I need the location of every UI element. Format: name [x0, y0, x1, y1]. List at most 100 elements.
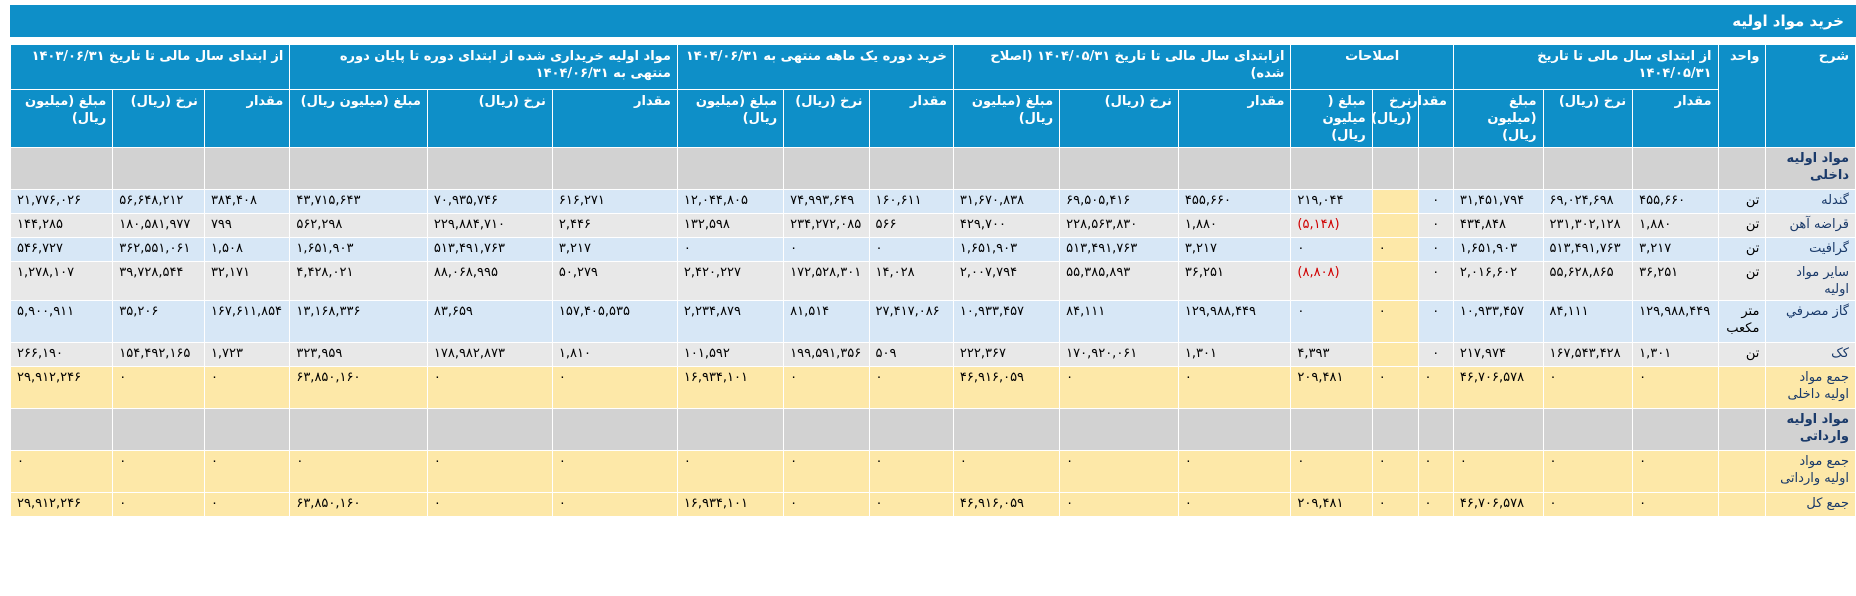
cell: [868, 147, 954, 190]
cell: ۰: [783, 366, 870, 409]
cell: ۱۷۲,۵۲۸,۳۰۱: [783, 261, 870, 301]
cell: ۲۱۹,۰۴۴: [1290, 189, 1373, 214]
cell: ۰: [1059, 450, 1179, 493]
cell: ۰: [551, 366, 678, 409]
cell: [112, 147, 205, 190]
cell: ۰: [112, 366, 205, 409]
cell: ۱۴,۰۲۸: [868, 261, 954, 301]
cell: ۲۱,۷۷۶,۰۲۶: [9, 189, 114, 214]
row-label: گندله: [1765, 189, 1856, 214]
cell: ۵۴۶,۷۲۷: [9, 237, 114, 262]
panel-title: خرید مواد اولیه: [10, 5, 1856, 37]
raw-materials-table: شرح واحد از ابتدای سال مالی تا تاریخ ۱۴۰…: [9, 44, 1856, 517]
row-label: مواد اولیه وارداتی: [1765, 408, 1856, 451]
cell: ۱,۳۰۱: [1177, 342, 1292, 367]
cell: [1417, 408, 1454, 451]
table-row: مواد اولیه داخلی: [9, 147, 1856, 190]
cell: [112, 408, 205, 451]
cell: ۱,۸۱۰: [551, 342, 678, 367]
cell: [551, 408, 678, 451]
cell: ۰: [1177, 366, 1292, 409]
cell: ۴۶,۷۰۶,۵۷۸: [1452, 366, 1544, 409]
cell: ۲۲۹,۸۸۴,۷۱۰: [426, 213, 553, 238]
cell: ۱۰۱,۵۹۲: [676, 342, 785, 367]
cell: ۱۲۹,۹۸۸,۴۴۹: [1177, 300, 1292, 343]
sub-header-g5-3: مبلغ (میلیون ریال): [289, 89, 428, 148]
sub-header-g6-2: نرخ (ریال): [112, 89, 205, 148]
cell: [1371, 147, 1419, 190]
cell: ۵۶,۶۴۸,۲۱۲: [112, 189, 205, 214]
cell: ۳۱,۴۵۱,۷۹۴: [1452, 189, 1544, 214]
cell: ۱۷۰,۹۲۰,۰۶۱: [1059, 342, 1179, 367]
sub-header-g1-2: نرخ (ریال): [1542, 89, 1634, 148]
cell: ۳۶,۲۵۱: [1177, 261, 1292, 301]
table-row: گاز مصرفي متر مکعب ۱۲۹,۹۸۸,۴۴۹ ۸۴,۱۱۱ ۱۰,۹۳۳…: [9, 300, 1856, 343]
cell: ۳۲۳,۹۵۹: [289, 342, 428, 367]
cell: ۴,۳۹۳: [1290, 342, 1373, 367]
cell: ۲۶۶,۱۹۰: [9, 342, 114, 367]
cell: ۳۸۴,۴۰۸: [203, 189, 291, 214]
table-row: گرافیت تن ۳,۲۱۷ ۵۱۳,۴۹۱,۷۶۳ ۱,۶۵۱,۹۰۳ ۰ ۰ ۰ ۳,۲۱…: [9, 237, 1856, 262]
cell: [783, 147, 870, 190]
cell: [1371, 261, 1419, 301]
cell: ۵۶۶: [868, 213, 954, 238]
row-unit: تن: [1717, 342, 1767, 367]
cell: ۰: [1417, 366, 1454, 409]
cell: ۰: [952, 450, 1061, 493]
sub-header-g5-2: نرخ (ریال): [426, 89, 553, 148]
cell: [952, 147, 1061, 190]
sub-header-g4-3: مبلغ (میلیون ریال): [676, 89, 785, 148]
cell: ۱,۶۵۱,۹۰۳: [952, 237, 1061, 262]
cell: [9, 408, 114, 451]
cell: ۰: [1542, 450, 1634, 493]
row-label: مواد اولیه داخلی: [1765, 147, 1856, 190]
cell: ۰: [676, 450, 785, 493]
cell: ۱۷۸,۹۸۲,۸۷۳: [426, 342, 553, 367]
cell: ۰: [203, 366, 291, 409]
cell: ۰: [868, 450, 954, 493]
sub-header-row: مقدار نرخ (ریال) مبلغ (میلیون ریال) مقدار نر…: [9, 89, 1856, 148]
cell: ۰: [1542, 366, 1634, 409]
cell: ۵۱۳,۴۹۱,۷۶۳: [426, 237, 553, 262]
row-label: سایر مواد اولیه: [1765, 261, 1856, 301]
row-unit: تن: [1717, 189, 1767, 214]
cell: ۰: [868, 366, 954, 409]
cell: [1452, 408, 1544, 451]
sub-header-g2-1: مقدار: [1410, 89, 1454, 148]
cell: ۴۵۵,۶۶۰: [1632, 189, 1719, 214]
cell: ۰: [426, 366, 553, 409]
cell: ۳۱,۶۷۰,۸۳۸: [952, 189, 1061, 214]
row-unit: [1717, 147, 1767, 190]
sub-header-g3-3: مبلغ (میلیون ریال): [952, 89, 1061, 148]
sub-header-g1-3: مبلغ (میلیون ریال): [1452, 89, 1544, 148]
cell: [1290, 408, 1373, 451]
sub-header-g6-3: مبلغ (میلیون ریال): [9, 89, 114, 148]
cell: [551, 147, 678, 190]
row-label: گاز مصرفي: [1765, 300, 1856, 343]
row-unit: [1717, 408, 1767, 451]
cell: ۲۲۸,۵۶۳,۸۳۰: [1059, 213, 1179, 238]
cell: ۰: [1177, 492, 1292, 517]
cell: ۵۱۳,۴۹۱,۷۶۳: [1059, 237, 1179, 262]
cell: ۱۶۷,۵۴۳,۴۲۸: [1542, 342, 1634, 367]
cell: ۳۶,۲۵۱: [1632, 261, 1719, 301]
cell: ۸۴,۱۱۱: [1059, 300, 1179, 343]
cell: ۰: [112, 450, 205, 493]
sub-header-g4-2: نرخ (ریال): [783, 89, 870, 148]
cell: ۰: [1177, 450, 1292, 493]
cell: ۲,۴۲۰,۲۲۷: [676, 261, 785, 301]
cell: ۰: [9, 450, 114, 493]
cell: ۰: [1632, 366, 1719, 409]
cell: ۳,۲۱۷: [1632, 237, 1719, 262]
row-label: کک: [1765, 342, 1856, 367]
row-label: قراضه آهن: [1765, 213, 1856, 238]
cell: ۱۶,۹۳۴,۱۰۱: [676, 492, 785, 517]
row-label: جمع کل: [1765, 492, 1856, 517]
cell: ۱۰,۹۳۳,۴۵۷: [952, 300, 1061, 343]
cell: [1177, 408, 1292, 451]
sub-header-g4-1: مقدار: [868, 89, 954, 148]
cell: ۰: [1417, 342, 1454, 367]
cell: ۱۳,۱۶۸,۳۳۶: [289, 300, 428, 343]
cell: ۶۱۶,۲۷۱: [551, 189, 678, 214]
